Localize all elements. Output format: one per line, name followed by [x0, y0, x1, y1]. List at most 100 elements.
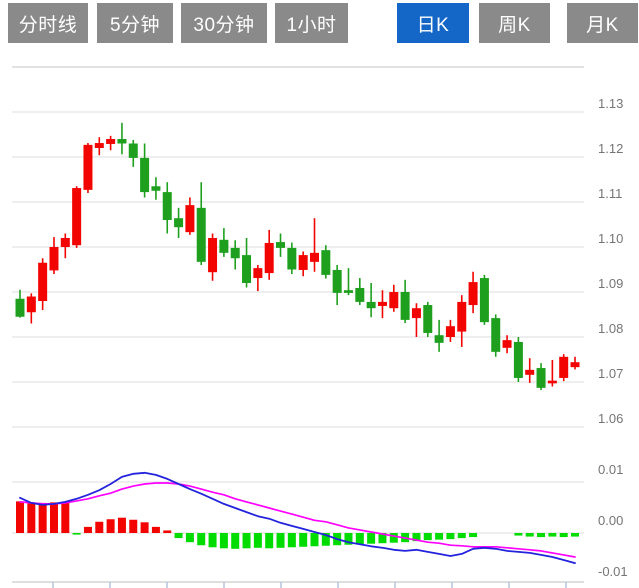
macd-histogram-bar-down	[276, 533, 285, 548]
macd-histogram-bar-down	[310, 533, 319, 547]
macd-axis-label: 0.00	[598, 513, 623, 528]
macd-histogram-bar-down	[571, 533, 580, 537]
macd-histogram-bar-down	[299, 533, 308, 547]
macd-histogram-bar-down	[548, 533, 557, 537]
macd-histogram-bar-up	[129, 519, 138, 533]
macd-histogram-bar-down	[559, 533, 568, 538]
macd-histogram-bar-up	[38, 502, 47, 533]
macd-histogram-bar-up	[140, 522, 149, 533]
macd-histogram-bar-down	[72, 533, 81, 535]
macd-histogram-bar-down	[219, 533, 228, 549]
macd-histogram-bar-down	[185, 533, 194, 543]
candle-body-up	[559, 356, 569, 378]
macd-histogram-bar-down	[378, 533, 387, 544]
candle-body-down	[15, 298, 25, 317]
macd-histogram-bar-up	[117, 517, 126, 533]
candle-body-up	[445, 326, 455, 337]
candle-body-down	[400, 292, 410, 320]
macd-histogram-bar-down	[457, 533, 466, 539]
price-axis-label: 1.12	[598, 141, 623, 156]
macd-histogram-bar-up	[151, 526, 160, 533]
candle-body-up	[547, 380, 557, 384]
macd-histogram-bar-down	[355, 533, 364, 545]
macd-histogram-bar-down	[253, 533, 262, 548]
macd-histogram-bar-up	[49, 502, 58, 533]
candle-body-up	[185, 205, 195, 233]
candle-body-up	[457, 301, 467, 332]
dea-line	[19, 482, 576, 558]
candle-body-up	[60, 238, 70, 247]
macd-histogram-bar-up	[61, 501, 70, 533]
price-axis-label: 1.13	[598, 96, 623, 111]
candle-body-up	[570, 362, 580, 368]
macd-histogram-bar-down	[446, 533, 455, 540]
candle-body-down	[434, 335, 444, 343]
candle-body-up	[389, 292, 399, 309]
candle-body-down	[242, 255, 252, 283]
candle-body-up	[72, 188, 82, 246]
candle-body-down	[536, 368, 546, 388]
macd-histogram-bar-up	[83, 526, 92, 533]
candle-body-down	[343, 290, 353, 293]
tab-分时线[interactable]: 分时线	[8, 3, 88, 43]
candle-body-down	[479, 278, 489, 323]
price-axis-label: 1.09	[598, 276, 623, 291]
tab-5分钟[interactable]: 5分钟	[97, 3, 173, 43]
candle-body-up	[83, 144, 93, 190]
macd-histogram-bar-down	[197, 533, 206, 546]
macd-histogram-bar-down	[469, 533, 478, 538]
candle-body-up	[310, 252, 320, 262]
macd-histogram-bar-down	[514, 533, 523, 536]
candle-body-up	[253, 268, 263, 279]
macd-histogram-bar-down	[265, 533, 274, 549]
candle-body-down	[513, 341, 523, 378]
candle-body-up	[411, 308, 421, 319]
candle-body-up	[525, 369, 535, 375]
dif-line	[19, 471, 576, 564]
candle-body-up	[468, 282, 478, 306]
candle-body-up	[94, 143, 104, 148]
price-axis-label: 1.06	[598, 411, 623, 426]
tab-1小时[interactable]: 1小时	[275, 3, 348, 43]
candle-body-down	[321, 250, 331, 275]
macd-histogram-bar-down	[435, 533, 444, 540]
macd-histogram-bar-down	[367, 533, 376, 544]
candle-body-down	[355, 287, 365, 302]
candle-body-down	[174, 218, 184, 228]
macd-histogram-bar-up	[16, 501, 24, 533]
price-axis-label: 1.08	[598, 321, 623, 336]
macd-axis-label: 0.01	[598, 462, 623, 477]
tab-30分钟[interactable]: 30分钟	[181, 3, 267, 43]
candle-body-up	[106, 139, 116, 144]
macd-histogram-bar-down	[525, 533, 534, 537]
candle-body-down	[162, 192, 172, 220]
macd-histogram-bar-up	[106, 519, 115, 533]
candle-body-down	[196, 207, 206, 262]
macd-histogram-bar-down	[344, 533, 353, 545]
candle-body-up	[298, 255, 308, 270]
macd-histogram-bar-down	[174, 533, 183, 539]
candle-body-down	[219, 239, 229, 253]
candle-body-down	[128, 143, 138, 158]
candle-body-up	[49, 247, 59, 271]
macd-histogram-bar-down	[231, 533, 240, 549]
candle-body-down	[117, 139, 127, 144]
macd-histogram-bar-down	[242, 533, 251, 549]
macd-histogram-bar-down	[423, 533, 432, 541]
interval-tabbar: 分时线 5分钟 30分钟 1小时 日K 周K 月K	[0, 0, 639, 48]
tab-日K[interactable]: 日K	[397, 3, 469, 43]
macd-histogram-bar-down	[537, 533, 546, 538]
macd-histogram-bar-down	[287, 533, 296, 548]
macd-histogram-bar-up	[163, 530, 172, 533]
price-axis-label: 1.07	[598, 366, 623, 381]
candle-body-down	[230, 247, 240, 259]
candle-body-down	[366, 301, 376, 309]
tab-月K[interactable]: 月K	[567, 3, 638, 43]
macd-histogram-bar-down	[412, 533, 421, 542]
macd-histogram-bar-up	[27, 502, 36, 533]
candle-body-down	[491, 318, 501, 352]
tab-周K[interactable]: 周K	[479, 3, 550, 43]
candle-body-up	[38, 262, 48, 301]
